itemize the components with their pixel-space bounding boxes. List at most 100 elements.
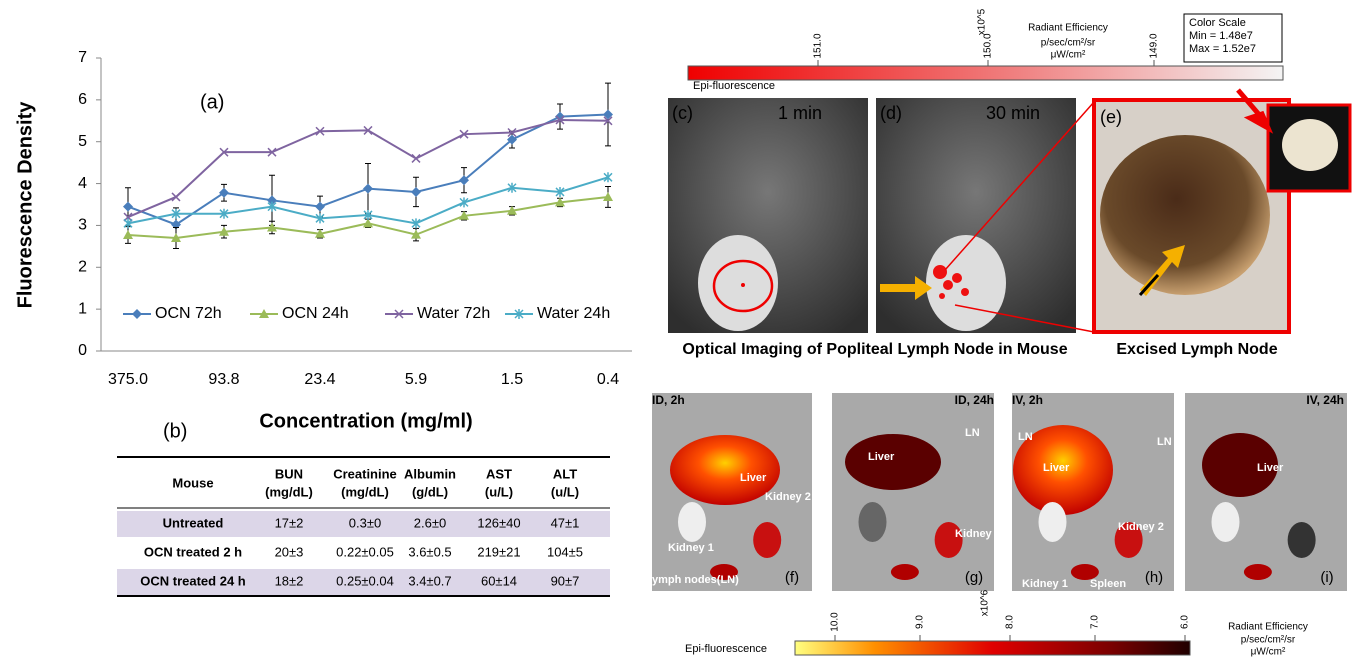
marker bbox=[123, 230, 133, 240]
marker bbox=[459, 197, 469, 208]
scale-unit: Radiant Efficiency bbox=[1228, 622, 1308, 633]
liver-signal bbox=[1013, 425, 1113, 515]
x-tick-label: 23.4 bbox=[304, 371, 335, 388]
legend-label: Water 72h bbox=[417, 305, 490, 322]
marker bbox=[171, 232, 181, 242]
arrow bbox=[1236, 88, 1274, 134]
scale-tick-label: 8.0 bbox=[1005, 615, 1016, 629]
kidney-signal bbox=[1211, 502, 1240, 542]
marker bbox=[219, 187, 229, 198]
signal bbox=[939, 293, 945, 299]
marker bbox=[132, 309, 142, 319]
scale-tick-label: 6.0 bbox=[1180, 615, 1191, 629]
node-signal bbox=[1070, 564, 1099, 580]
paw bbox=[926, 235, 1006, 331]
y-tick-label: 2 bbox=[78, 259, 87, 276]
scale-exponent: x10^5 bbox=[977, 8, 988, 35]
row-header: Untreated bbox=[163, 515, 224, 530]
header-cell: (mg/dL) bbox=[341, 484, 389, 499]
caption: Optical Imaging of Popliteal Lymph Node … bbox=[682, 341, 1067, 358]
x-tick-label: 375.0 bbox=[108, 371, 148, 388]
marker bbox=[459, 175, 469, 186]
kidney-signal bbox=[858, 502, 887, 542]
marker bbox=[507, 205, 517, 215]
kidney-signal bbox=[1038, 502, 1067, 542]
marker bbox=[603, 109, 613, 120]
kidney-signal bbox=[753, 522, 782, 558]
organ-label: LN bbox=[1157, 436, 1172, 448]
header-cell: (g/dL) bbox=[412, 484, 448, 499]
liver-signal bbox=[670, 435, 780, 505]
marker bbox=[603, 116, 613, 126]
scale-box-text: Min = 1.48e7 bbox=[1189, 30, 1253, 42]
panel-title: ID, 24h bbox=[955, 393, 994, 407]
x-tick-label: 0.4 bbox=[597, 371, 619, 388]
organ-label: Liver bbox=[1043, 462, 1070, 474]
marker bbox=[315, 126, 325, 136]
scale-tick-label: 149.0 bbox=[1149, 33, 1160, 58]
cell: 219±21 bbox=[477, 544, 520, 559]
imaging: Epi-fluorescence 151.0 150.0 149.0 x10^5 Radi… bbox=[668, 8, 1352, 358]
panel-label: (d) bbox=[880, 103, 902, 123]
marker bbox=[459, 129, 469, 139]
kidney-signal bbox=[1287, 522, 1316, 558]
line-chart: 0 1 2 3 4 5 6 7 375.0 93.8 23.4 5.9 1.5 0.4 Fluorescen… bbox=[14, 49, 632, 432]
panel-title: IV, 2h bbox=[1012, 393, 1043, 407]
y-axis-title: Fluorescence Density bbox=[14, 101, 36, 309]
marker bbox=[123, 218, 133, 229]
annotation: (a) bbox=[200, 91, 224, 113]
marker bbox=[411, 229, 421, 239]
organ-label: Liver bbox=[868, 451, 895, 463]
cell: 0.25±0.04 bbox=[336, 573, 394, 588]
scale-unit: p/sec/cm²/sr bbox=[1241, 635, 1296, 646]
cell: 90±7 bbox=[551, 573, 580, 588]
marker bbox=[267, 147, 277, 157]
marker bbox=[411, 186, 421, 197]
marker bbox=[507, 127, 517, 138]
panel-image bbox=[1185, 393, 1347, 591]
marker bbox=[514, 309, 524, 319]
marker bbox=[507, 182, 517, 193]
cell: 104±5 bbox=[547, 544, 583, 559]
header-cell: (mg/dL) bbox=[265, 484, 313, 499]
scale-box bbox=[1183, 13, 1283, 63]
marker bbox=[555, 115, 565, 125]
marker bbox=[411, 218, 421, 229]
table-label: (b) bbox=[163, 420, 187, 442]
header-cell: (u/L) bbox=[485, 484, 513, 499]
scale-title: Epi-fluorescence bbox=[685, 643, 767, 655]
kidney-signal bbox=[934, 522, 963, 558]
marker bbox=[171, 208, 181, 219]
caption: Excised Lymph Node bbox=[1116, 341, 1277, 358]
cell: 0.22±0.05 bbox=[336, 544, 394, 559]
panel-time: 30 min bbox=[986, 103, 1040, 123]
liver-signal bbox=[845, 434, 941, 490]
scale-tick-label: 7.0 bbox=[1090, 615, 1101, 629]
scale-unit: Radiant Efficiency bbox=[1028, 23, 1108, 34]
organ-label: Liver bbox=[1257, 462, 1284, 474]
panel-label: (h) bbox=[1145, 569, 1163, 586]
organ-label: Kidney 1 bbox=[1022, 578, 1068, 590]
marker bbox=[459, 210, 469, 220]
header-cell: ALT bbox=[553, 466, 577, 481]
x-axis-title: Concentration (mg/ml) bbox=[259, 410, 472, 432]
x-tick-label: 93.8 bbox=[208, 371, 239, 388]
cell: 126±40 bbox=[477, 515, 520, 530]
legend-label: OCN 72h bbox=[155, 305, 222, 322]
marker bbox=[507, 134, 517, 145]
marker bbox=[363, 183, 373, 194]
marker bbox=[267, 201, 277, 212]
color-bar bbox=[687, 65, 1284, 81]
marker bbox=[267, 195, 277, 206]
signal bbox=[961, 288, 969, 296]
liver-signal bbox=[1202, 433, 1278, 497]
y-tick-label: 6 bbox=[78, 91, 87, 108]
inset-node bbox=[1282, 119, 1338, 171]
scale-tick-label: 10.0 bbox=[830, 612, 841, 632]
x-tick-label: 1.5 bbox=[501, 371, 523, 388]
row-shade bbox=[117, 569, 610, 595]
panel-time: 1 min bbox=[778, 103, 822, 123]
header-cell: (u/L) bbox=[551, 484, 579, 499]
signal bbox=[943, 280, 953, 290]
